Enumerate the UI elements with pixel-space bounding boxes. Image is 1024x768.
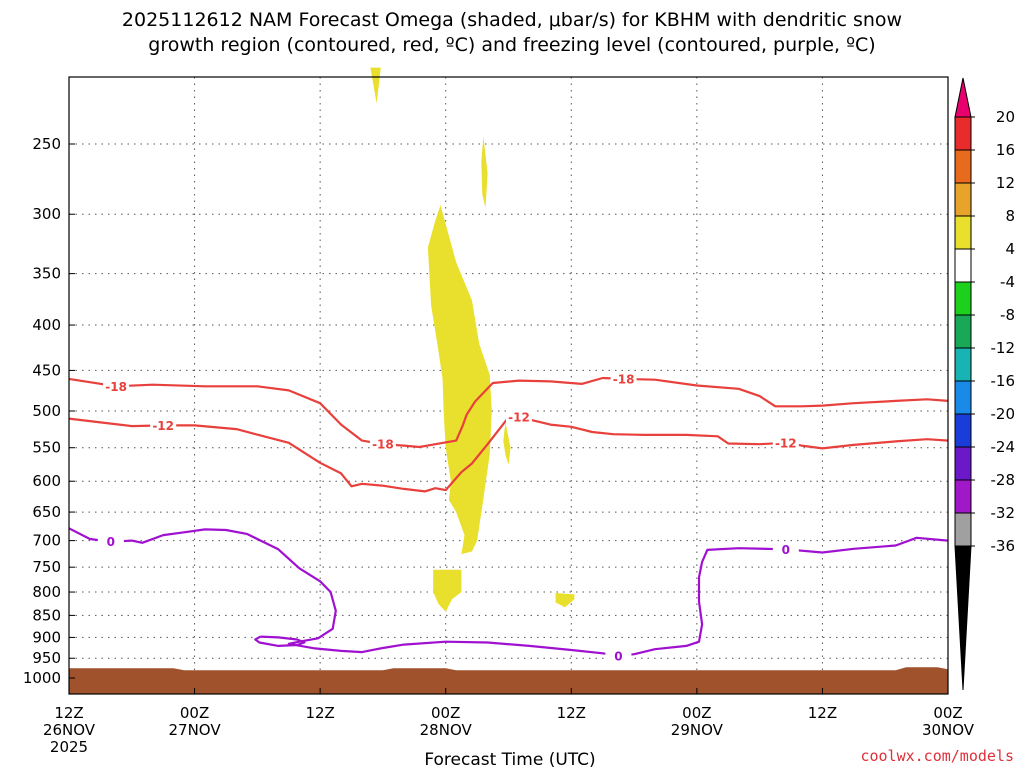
colorbar-label-5: -4: [1000, 273, 1015, 291]
x-axis-label: Forecast Time (UTC): [424, 750, 595, 768]
contour-label-minus18-2: -18: [613, 372, 635, 386]
colorbar-label-12: -32: [991, 504, 1016, 522]
contour-label-zero-2: 0: [782, 543, 790, 557]
xtick-label-6-l1: 12Z: [808, 704, 837, 722]
xtick-label-0-l1: 12Z: [54, 704, 83, 722]
contour-label-bg-zero-0: [97, 534, 124, 549]
ytick-label-1000: 1000: [23, 669, 61, 687]
ytick-label-600: 600: [32, 472, 61, 490]
colorbar-segment-7: [954, 314, 972, 349]
colorbar-top-triangle: [954, 77, 972, 118]
chart-title-line2: growth region (contoured, red, ºC) and f…: [148, 34, 875, 56]
chart-title-line1: 2025112612 NAM Forecast Omega (shaded, μ…: [122, 9, 902, 31]
colorbar-label-4: 4: [1005, 240, 1015, 258]
contour-label-bg-minus18-1: [369, 437, 396, 452]
contour-label-zero-1: 0: [614, 649, 622, 663]
xtick-label-0-l2: 26NOV: [43, 721, 96, 739]
contour-label-bg-zero-1: [605, 648, 632, 663]
colorbar-label-7: -12: [991, 339, 1016, 357]
contour-label-bg-minus12-2: [772, 435, 799, 450]
ytick-label-850: 850: [32, 606, 61, 624]
xtick-label-4-l1: 12Z: [557, 704, 586, 722]
contour-label-bg-minus18-2: [610, 371, 637, 386]
omega-small-blob: [555, 593, 575, 608]
colorbar-label-11: -28: [991, 471, 1016, 489]
contour-label-minus18-0: -18: [105, 380, 127, 394]
omega-sliver: [503, 422, 511, 465]
xtick-label-2-l1: 12Z: [305, 704, 334, 722]
ytick-label-450: 450: [32, 361, 61, 379]
xtick-label-3-l2: 28NOV: [420, 721, 473, 739]
colorbar-segment-6: [954, 281, 972, 316]
xtick-label-7-l1: 00Z: [933, 704, 962, 722]
omega-shading: [370, 67, 575, 612]
xtick-label-7-l2: 30NOV: [922, 721, 975, 739]
colorbar-segment-8: [954, 347, 972, 382]
colorbar-segment-12: [954, 479, 972, 514]
colorbar-label-9: -20: [991, 405, 1016, 423]
omega-low-blob: [433, 569, 462, 612]
contour-label-minus12-0: -12: [152, 419, 174, 433]
ytick-label-500: 500: [32, 402, 61, 420]
omega-plume-main: [427, 205, 492, 555]
colorbar-segment-4: [954, 215, 972, 250]
contour-label-bg-minus12-0: [150, 418, 177, 433]
xtick-label-3-l1: 00Z: [431, 704, 460, 722]
ytick-label-800: 800: [32, 583, 61, 601]
ytick-label-950: 950: [32, 649, 61, 667]
colorbar-segment-9: [954, 380, 972, 415]
contour-zero-blob: [254, 635, 306, 647]
colorbar-label-1: 16: [996, 141, 1015, 159]
ytick-label-750: 750: [32, 558, 61, 576]
terrain-fill: [69, 667, 948, 694]
contour-label-minus18-1: -18: [372, 438, 394, 452]
ytick-label-900: 900: [32, 628, 61, 646]
contour-label-zero-0: 0: [107, 535, 115, 549]
xtick-label-5-l2: 29NOV: [671, 721, 724, 739]
colorbar-bottom-triangle: [954, 545, 972, 691]
ytick-label-350: 350: [32, 265, 61, 283]
colorbar-segment-3: [954, 182, 972, 217]
xtick-label-0-l3: 2025: [50, 738, 88, 756]
terrain-surface: [69, 667, 948, 694]
contour-label-bg-zero-2: [772, 542, 799, 557]
colorbar-label-2: 12: [996, 174, 1015, 192]
ytick-label-700: 700: [32, 532, 61, 550]
xtick-label-1-l1: 00Z: [180, 704, 209, 722]
colorbar-label-6: -8: [1000, 306, 1015, 324]
colorbar-label-8: -16: [991, 372, 1016, 390]
xtick-label-5-l1: 00Z: [682, 704, 711, 722]
colorbar-label-0: 20: [996, 108, 1015, 126]
y-axis-ticks: 250 300 350 400 450 500 550 600 650 700 750 800 850 9…: [23, 135, 75, 687]
omega-thin-strip: [481, 136, 488, 208]
ytick-label-550: 550: [32, 439, 61, 457]
colorbar-segment-1: [954, 116, 972, 151]
colorbar-segment-13: [954, 512, 972, 547]
plot-frame: [68, 76, 949, 695]
contour-label-bg-minus18-0: [103, 379, 130, 394]
colorbar-segment-2: [954, 149, 972, 184]
contour-label-minus12-2: -12: [775, 436, 797, 450]
colorbar-label-13: -36: [991, 537, 1016, 555]
contour-lines: -18 -18 -18 -12 -12 -12 0 0 0: [68, 371, 949, 663]
colorbar-segment-10: [954, 413, 972, 448]
colorbar-segment-11: [954, 446, 972, 481]
contour-zero: [68, 527, 949, 657]
ytick-label-300: 300: [32, 205, 61, 223]
ytick-label-650: 650: [32, 503, 61, 521]
colorbar-label-3: 8: [1005, 207, 1015, 225]
contour-label-minus12-1: -12: [508, 411, 530, 425]
xtick-label-1-l2: 27NOV: [169, 721, 222, 739]
colorbar: 20 16 12 8 4 -4 -8 -12 -16 -20 -24 -28 -32 -36: [954, 77, 1016, 691]
contour-minus18: [68, 376, 949, 449]
ytick-label-400: 400: [32, 316, 61, 334]
ytick-label-250: 250: [32, 135, 61, 153]
contour-label-bg-minus12-1: [505, 410, 532, 425]
colorbar-segment-5: [954, 248, 972, 283]
colorbar-label-10: -24: [991, 438, 1016, 456]
credit-text: coolwx.com/models: [860, 747, 1014, 765]
